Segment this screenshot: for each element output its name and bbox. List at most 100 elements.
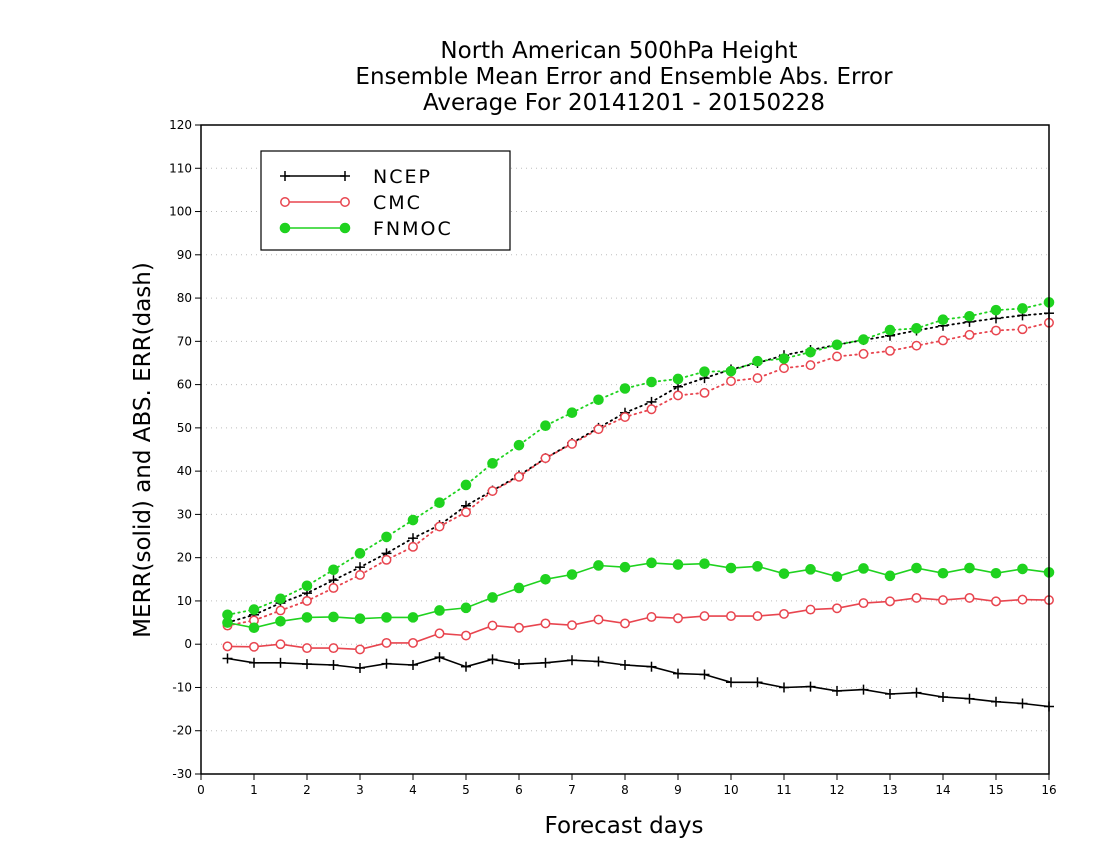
fnmoc-abs-err-point [487, 458, 498, 469]
ncep-merr-point [646, 661, 657, 672]
cmc-abs-err-point [302, 595, 312, 606]
fnmoc-merr-point [381, 612, 392, 623]
cmc-abs-err-point [540, 453, 551, 464]
ncep-merr-point [328, 659, 339, 670]
ncep-merr-point [434, 652, 445, 663]
legend: NCEP CMC FNMOC [260, 150, 511, 251]
x-tick-label: 0 [197, 783, 205, 797]
fnmoc-merr-point [725, 562, 737, 574]
fnmoc-merr-point [699, 558, 710, 570]
y-tick-label: 60 [177, 378, 192, 392]
cmc-abs-err-point [646, 404, 657, 415]
cmc-merr-point [514, 622, 524, 633]
y-tick-label: 80 [177, 291, 192, 305]
cmc-merr-point [540, 618, 551, 629]
cmc-abs-err-point [805, 360, 816, 371]
fnmoc-abs-err-point [381, 531, 392, 543]
legend-marker-cmc [280, 197, 290, 207]
y-tick-label: -30 [172, 767, 192, 781]
cmc-merr-point [249, 641, 259, 652]
fnmoc-abs-err-point [248, 604, 260, 615]
cmc-abs-err-point [461, 507, 471, 518]
ncep-merr-point [461, 661, 471, 672]
fnmoc-abs-err-point [354, 548, 366, 559]
cmc-merr-point [567, 620, 577, 631]
fnmoc-abs-err-point [434, 497, 445, 509]
cmc-merr-point [593, 614, 604, 625]
cmc-merr-point [673, 613, 683, 624]
fnmoc-abs-err-line [226, 301, 1050, 616]
ncep-abs-err-point [408, 533, 418, 544]
legend-marker-fnmoc [339, 222, 351, 234]
x-tick-label: 8 [621, 783, 629, 797]
ncep-merr-point [487, 654, 498, 665]
gridlines [201, 167, 1049, 732]
chart-title-line-2: Ensemble Mean Error and Ensemble Abs. Er… [355, 64, 893, 90]
ncep-merr-point [593, 656, 604, 667]
fnmoc-abs-err-point [646, 376, 657, 388]
cmc-abs-err-point [964, 329, 975, 340]
cmc-merr-point [964, 592, 975, 603]
y-tick-label: 20 [177, 551, 192, 565]
y-tick-label: 0 [184, 637, 192, 651]
ncep-merr-point [355, 662, 365, 673]
ncep-merr-point [673, 668, 683, 679]
cmc-merr-point [461, 630, 471, 641]
ncep-merr-point [381, 658, 392, 669]
fnmoc-merr-point [434, 605, 445, 616]
fnmoc-merr-point [487, 592, 498, 603]
cmc-abs-err-point [567, 438, 577, 449]
cmc-abs-err-point [858, 348, 869, 359]
legend-label-cmc: CMC [373, 192, 422, 214]
ncep-merr-point [752, 677, 763, 688]
fnmoc-merr-point [328, 611, 339, 623]
cmc-merr-point [355, 644, 365, 655]
fnmoc-merr-point [354, 613, 366, 624]
fnmoc-merr-point [778, 568, 790, 579]
x-tick-label: 2 [303, 783, 311, 797]
cmc-merr-point [885, 596, 895, 607]
cmc-abs-err-point [726, 376, 736, 387]
cmc-abs-err-point [752, 373, 763, 384]
fnmoc-abs-err-point [858, 334, 869, 345]
ncep-merr-point [885, 688, 895, 699]
chart-title: North American 500hPa Height Ensemble Me… [355, 38, 893, 116]
ncep-merr-point [514, 659, 524, 670]
cmc-abs-err-point [673, 390, 683, 401]
fnmoc-abs-err-point [407, 514, 419, 526]
x-tick-label: 3 [356, 783, 364, 797]
fnmoc-abs-err-point [752, 355, 763, 367]
cmc-abs-err-point [779, 363, 789, 374]
ncep-merr-point [832, 685, 842, 696]
ncep-merr-point [858, 684, 869, 695]
ncep-merr-point [964, 693, 975, 704]
fnmoc-abs-err-point [937, 314, 949, 326]
fnmoc-merr-point [248, 622, 260, 634]
x-tick-label: 1 [250, 783, 258, 797]
cmc-merr-point [1017, 594, 1028, 605]
fnmoc-abs-err-point [275, 593, 286, 605]
ncep-merr-point [540, 657, 551, 668]
fnmoc-merr-point [275, 615, 286, 627]
cmc-merr-point [302, 643, 312, 654]
cmc-abs-err-point [938, 335, 948, 346]
fnmoc-abs-err-point [831, 339, 843, 351]
fnmoc-merr-point [752, 561, 763, 572]
ncep-merr-point [222, 653, 233, 664]
cmc-merr-point [726, 611, 736, 622]
cmc-abs-err-point [911, 340, 922, 351]
fnmoc-merr-point [619, 561, 631, 573]
chart-title-line-1: North American 500hPa Height [440, 38, 797, 64]
legend-label-ncep: NCEP [373, 166, 432, 188]
fnmoc-merr-point [566, 569, 578, 580]
y-tick-label: 120 [169, 118, 192, 132]
cmc-abs-err-point [885, 345, 895, 356]
fnmoc-merr-point [460, 602, 472, 614]
y-tick-label: 70 [177, 334, 192, 348]
cmc-abs-err-point [275, 605, 286, 616]
x-tick-label: 14 [935, 783, 950, 797]
fnmoc-merr-point [672, 559, 684, 570]
cmc-merr-point [779, 608, 789, 619]
fnmoc-abs-err-point [619, 383, 631, 394]
